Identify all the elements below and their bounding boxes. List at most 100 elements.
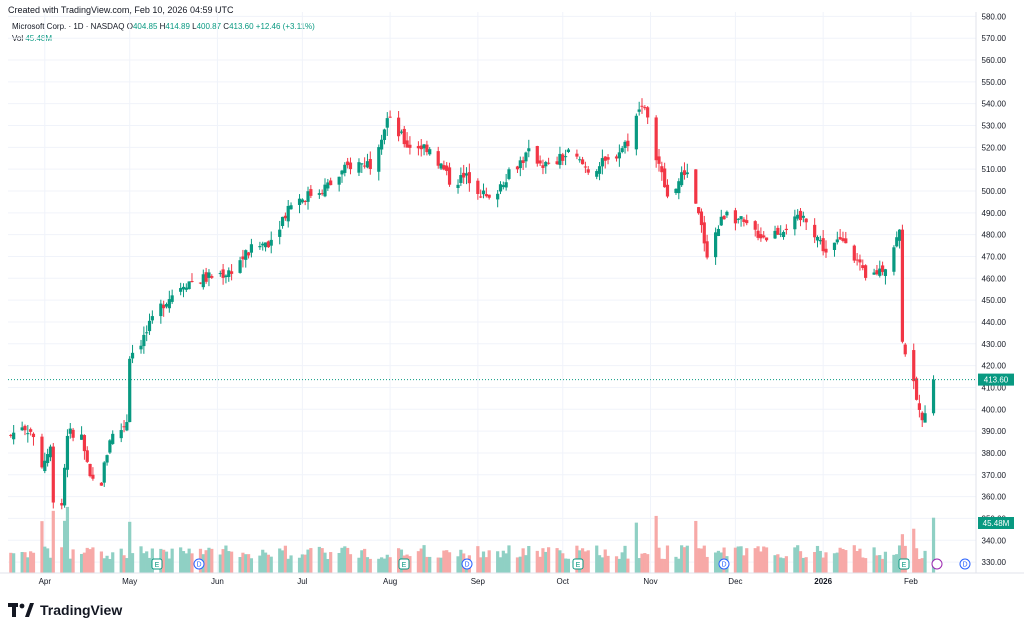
volume-bar [125,558,129,573]
volume-bar [895,554,899,573]
candle-body [408,144,412,148]
volume-bar [504,553,508,573]
volume-bar [363,548,367,573]
candle-body [626,140,630,147]
volume-bar [368,558,372,573]
candle-body [796,214,800,219]
candle-body [487,194,491,198]
candle-body [699,211,704,226]
candle-body [643,107,647,109]
candle-body [221,269,225,278]
volume-bar [190,553,194,573]
candle-body [68,428,72,434]
candle-body [416,146,421,149]
volume-bar [187,548,191,573]
time-tick-label: Oct [557,577,570,586]
candle-body [861,265,865,269]
legend-close: 413.60 [229,22,254,31]
candle-body [739,216,743,220]
volume-bar [388,557,392,573]
candle-body [467,172,471,184]
legend-high-label: H [159,22,166,31]
volume-bar [804,557,808,573]
legend-low-label: L [192,22,197,31]
volume-bar [674,556,678,573]
candle-body [714,232,718,258]
candle-body [210,276,214,278]
volume-bar [244,554,248,573]
earnings-icon-label: E [402,562,407,569]
candle-body [883,269,888,276]
candle-body [903,344,907,355]
volume-bar [745,548,749,573]
candle-body [841,238,845,241]
volume-bar [300,554,304,573]
volume-bar [12,553,16,573]
candle-body [914,378,919,400]
candle-body [184,287,188,290]
volume-bar [428,556,432,573]
candle-body [326,182,330,189]
price-tick-label: 530.00 [982,122,1007,131]
candle-body [597,166,602,174]
volume-bar [507,545,511,573]
candle-body [620,148,624,152]
volume-bar [515,557,520,573]
volume-bar [665,545,670,573]
volume-bar [357,557,361,573]
volume-bar [697,548,701,573]
candle-body [832,242,837,250]
volume-bar [614,556,619,573]
volume-bar [521,548,525,573]
volume-bar [595,545,599,573]
candle-body [736,218,740,220]
volume-bar [883,551,888,573]
candle-body [878,268,882,276]
volume-bar [346,547,350,573]
volume-bar [663,558,667,573]
candle-body [230,271,234,274]
candle-body [51,446,55,503]
volume-bar [784,556,788,573]
candle-body [31,433,36,438]
candle-body [654,117,658,161]
volume-bar [872,547,876,573]
volume-bar [912,528,916,573]
candle-body [815,236,820,241]
volume-bar [63,520,67,573]
volume-bar [60,547,64,573]
legend-symbol: Microsoft Corp. · 1D · NASDAQ [12,22,125,31]
price-tick-label: 490.00 [982,209,1007,218]
volume-bar [561,553,565,573]
candle-body [360,163,364,165]
volume-bar [128,521,132,573]
volume-bar [685,545,689,573]
candle-body [48,446,53,458]
volume-bar [680,545,684,573]
volume-bar [71,549,75,573]
volume-bar [841,548,845,573]
volume-bar [207,547,211,573]
volume-bar [643,553,647,573]
candle-body [660,166,664,173]
candle-body [484,194,488,197]
candle-body [682,170,687,175]
candle-body [128,358,132,423]
candle-body [382,129,387,140]
price-axis[interactable]: 330.00340.00350.00360.00370.00380.00390.… [975,12,1007,573]
volume-bar [303,554,307,573]
volume-bar [82,552,87,573]
time-axis[interactable]: Apr May Jun Jul Aug Sep Oct Nov Dec 2026 Feb [0,572,1024,586]
volume-bar [484,557,488,573]
volume-bar [419,548,423,573]
price-tick-label: 580.00 [982,12,1007,21]
candle-body [380,139,384,150]
candle-body [145,332,149,334]
volume-bar [620,552,624,573]
candle-body [677,181,681,194]
earnings-icon [151,558,163,570]
candle-body [501,185,505,188]
price-tick-label: 480.00 [982,231,1007,240]
volume-bar [218,554,222,573]
